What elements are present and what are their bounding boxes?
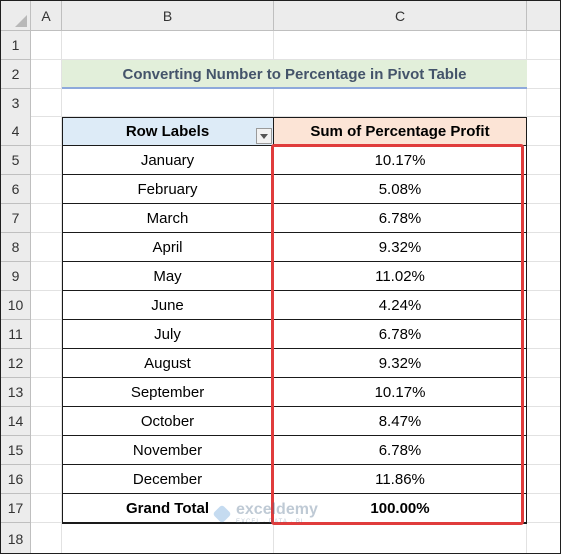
row-header-10[interactable]: 10	[1, 291, 31, 320]
column-header-extra[interactable]	[527, 1, 560, 31]
pivot-row-label[interactable]: September	[62, 378, 274, 407]
pivot-row-value[interactable]: 6.78%	[274, 320, 527, 349]
pivot-row-label[interactable]: November	[62, 436, 274, 465]
gridline-row	[31, 116, 560, 117]
select-all-corner[interactable]	[1, 1, 31, 31]
row-header-13[interactable]: 13	[1, 378, 31, 407]
pivot-row-value[interactable]: 11.02%	[274, 262, 527, 291]
pivot-row-value[interactable]: 10.17%	[274, 146, 527, 175]
dropdown-filter-icon[interactable]	[256, 128, 272, 144]
row-header-8[interactable]: 8	[1, 233, 31, 262]
pivot-row-value[interactable]: 11.86%	[274, 465, 527, 494]
grand-total-label[interactable]: Grand Total	[62, 494, 274, 523]
pivot-row-value[interactable]: 8.47%	[274, 407, 527, 436]
pivot-row-label[interactable]: October	[62, 407, 274, 436]
pivot-row-value[interactable]: 6.78%	[274, 204, 527, 233]
pivot-row-value[interactable]: 4.24%	[274, 291, 527, 320]
pivot-row-value[interactable]: 9.32%	[274, 233, 527, 262]
row-header-2[interactable]: 2	[1, 60, 31, 89]
pivot-row-label[interactable]: December	[62, 465, 274, 494]
pivot-row-value[interactable]: 9.32%	[274, 349, 527, 378]
pivot-row-label[interactable]: August	[62, 349, 274, 378]
pivot-row-value[interactable]: 5.08%	[274, 175, 527, 204]
row-header-14[interactable]: 14	[1, 407, 31, 436]
row-header-9[interactable]: 9	[1, 262, 31, 291]
pivot-row-label[interactable]: January	[62, 146, 274, 175]
gridline-row	[31, 59, 560, 60]
pivot-row-label[interactable]: March	[62, 204, 274, 233]
sheet-title: Converting Number to Percentage in Pivot…	[62, 60, 527, 88]
row-header-5[interactable]: 5	[1, 146, 31, 175]
row-header-11[interactable]: 11	[1, 320, 31, 349]
row-header-17[interactable]: 17	[1, 494, 31, 523]
row-header-18[interactable]: 18	[1, 523, 31, 553]
row-header-16[interactable]: 16	[1, 465, 31, 494]
row-header-4[interactable]: 4	[1, 117, 31, 146]
pivot-row-label[interactable]: July	[62, 320, 274, 349]
column-header-a[interactable]: A	[31, 1, 62, 31]
row-header-6[interactable]: 6	[1, 175, 31, 204]
select-all-triangle-icon	[15, 15, 27, 27]
pivot-row-label[interactable]: April	[62, 233, 274, 262]
column-header-c[interactable]: C	[274, 1, 527, 31]
pivot-row-label[interactable]: May	[62, 262, 274, 291]
grand-total-value[interactable]: 100.00%	[274, 494, 527, 523]
title-underline	[62, 87, 527, 89]
pivot-header-row-labels-text: Row Labels	[125, 122, 210, 140]
gridline-col	[61, 31, 62, 553]
row-header-12[interactable]: 12	[1, 349, 31, 378]
column-header-b[interactable]: B	[62, 1, 274, 31]
pivot-row-label[interactable]: June	[62, 291, 274, 320]
row-header-15[interactable]: 15	[1, 436, 31, 465]
pivot-header-row-labels[interactable]: Row Labels	[62, 117, 274, 146]
pivot-row-value[interactable]: 6.78%	[274, 436, 527, 465]
pivot-header-values[interactable]: Sum of Percentage Profit	[274, 117, 527, 146]
row-header-1[interactable]: 1	[1, 31, 31, 60]
row-header-3[interactable]: 3	[1, 89, 31, 118]
row-header-7[interactable]: 7	[1, 204, 31, 233]
pivot-row-label[interactable]: February	[62, 175, 274, 204]
pivot-row-value[interactable]: 10.17%	[274, 378, 527, 407]
